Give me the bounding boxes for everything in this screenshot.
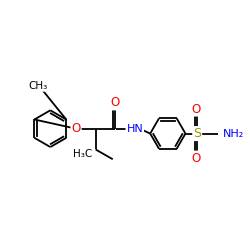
- Text: HN: HN: [126, 124, 143, 134]
- Text: S: S: [193, 127, 201, 140]
- Text: NH₂: NH₂: [222, 128, 244, 138]
- Text: O: O: [191, 102, 200, 116]
- Text: O: O: [110, 96, 120, 110]
- Text: O: O: [191, 152, 200, 164]
- Text: CH₃: CH₃: [28, 81, 47, 91]
- Text: O: O: [72, 122, 81, 135]
- Text: H₃C: H₃C: [72, 149, 92, 159]
